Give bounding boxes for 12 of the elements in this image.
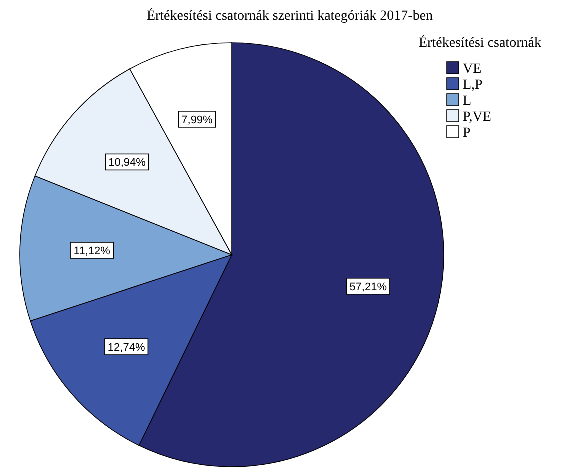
data-label: 57,21% — [350, 281, 388, 294]
data-label: 12,74% — [108, 342, 146, 354]
legend-label: L — [463, 94, 472, 109]
data-label: 7,99% — [182, 114, 214, 126]
legend-label: P — [463, 126, 471, 141]
data-label: 10,94% — [108, 157, 146, 170]
legend-title: Értékesítési csatornák — [419, 34, 542, 51]
legend-label: P,VE — [463, 110, 492, 125]
data-label: 11,12% — [74, 246, 111, 258]
legend-label: VE — [463, 62, 482, 77]
chart-title: Értékesítési csatornák szerinti kategóriák 2017-ben — [146, 7, 434, 24]
legend-label: L,P — [463, 78, 484, 93]
